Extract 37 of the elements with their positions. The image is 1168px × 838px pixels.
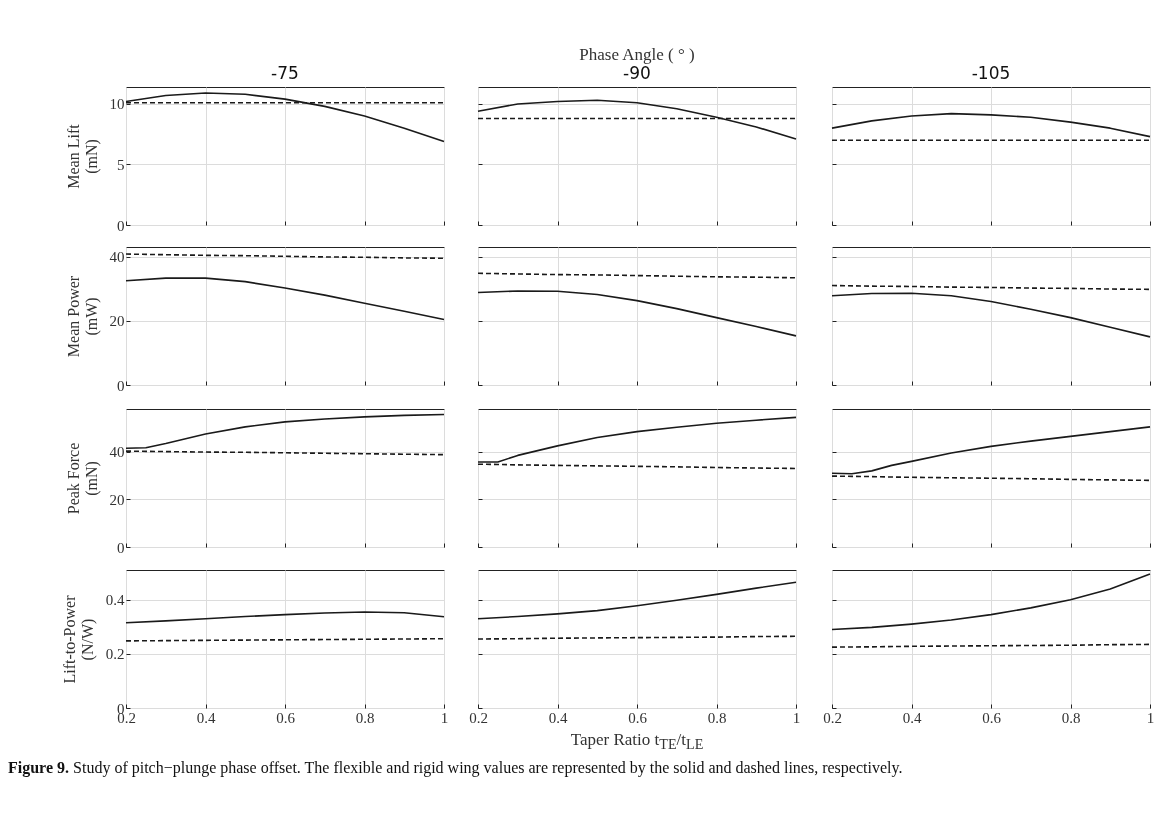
x-tick-label: 0.6 bbox=[982, 709, 1002, 726]
x-tick-label: 0.6 bbox=[276, 709, 296, 726]
chart-title: -75 bbox=[271, 63, 299, 83]
y-tick-label: 40 bbox=[109, 249, 125, 266]
chart-title: -90 bbox=[623, 63, 651, 83]
x-tick-label: 0.4 bbox=[548, 709, 568, 726]
caption: Figure 9. Study of pitch−plunge phase offset. The flexible and rigid wing values are represented by the solid and dashed lines, respectively. bbox=[8, 758, 904, 779]
y-axis-title: Mean Power (mW) bbox=[64, 275, 101, 358]
x-tick-label: 0.2 bbox=[469, 709, 488, 726]
y-tick-label: 5 bbox=[117, 156, 125, 173]
y-tick-label: 0.2 bbox=[105, 646, 125, 663]
x-tick-label: 1 bbox=[1146, 709, 1155, 726]
x-tick-label: 0.8 bbox=[1061, 709, 1081, 726]
y-tick-label: 10 bbox=[109, 96, 125, 113]
x-tick-label: 1 bbox=[792, 709, 801, 726]
y-tick-label: 40 bbox=[109, 444, 125, 461]
text: Phase Angle ( ° ) bbox=[579, 45, 695, 64]
y-tick-label: 0 bbox=[117, 539, 125, 556]
x-axis-title: Taper Ratio t$_{TE}$/t$_{LE}$ bbox=[569, 730, 705, 754]
y-axis-title: Mean Lift (mN) bbox=[64, 123, 101, 189]
x-tick-label: 1 bbox=[440, 709, 449, 726]
y-tick-label: 0 bbox=[117, 377, 125, 394]
x-tick-label: 0.4 bbox=[196, 709, 216, 726]
x-tick-label: 0.4 bbox=[902, 709, 922, 726]
y-axis-title: Peak Force (mN) bbox=[64, 442, 101, 515]
line-series bbox=[125, 277, 445, 321]
y-tick-label: 20 bbox=[109, 313, 125, 330]
x-tick-label: 0.2 bbox=[823, 709, 842, 726]
x-tick-label: 0.8 bbox=[355, 709, 375, 726]
chart-title: -105 bbox=[971, 63, 1011, 83]
y-axis-title: Lift-to-Power (N/W) bbox=[60, 594, 97, 684]
y-tick-label: 20 bbox=[109, 491, 125, 508]
y-tick-label: 0.4 bbox=[105, 592, 125, 609]
x-tick-label: 0.8 bbox=[707, 709, 727, 726]
line-series bbox=[125, 611, 445, 624]
y-tick-label: 0 bbox=[117, 217, 125, 234]
x-tick-label: 0.6 bbox=[628, 709, 648, 726]
